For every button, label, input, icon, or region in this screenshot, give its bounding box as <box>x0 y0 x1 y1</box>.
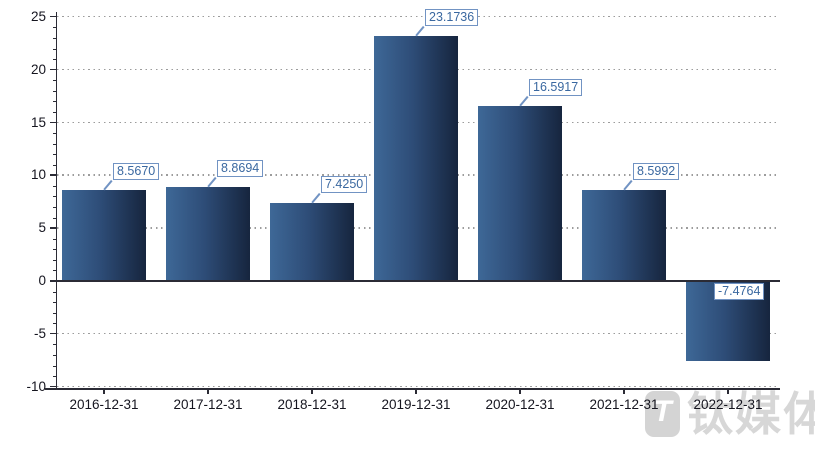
y-axis-line <box>55 12 57 388</box>
value-label: -7.4764 <box>714 283 765 300</box>
grid-line <box>57 15 780 18</box>
value-label: 7.4250 <box>321 175 368 193</box>
y-tick <box>50 227 57 229</box>
value-label: 16.5917 <box>529 78 583 96</box>
leader-line <box>415 26 425 37</box>
y-tick-label: 15 <box>30 114 46 130</box>
y-minor-tick <box>53 238 57 240</box>
y-minor-tick <box>53 133 57 135</box>
y-minor-tick <box>53 101 57 103</box>
watermark-text: 钛媒体 <box>687 388 815 440</box>
y-tick <box>50 15 57 18</box>
y-tick-label: -10 <box>26 378 46 394</box>
y-tick-label: -5 <box>33 325 46 341</box>
x-tick <box>103 388 105 394</box>
zero-axis-line <box>50 280 780 282</box>
x-tick-label: 2017-12-31 <box>173 397 243 412</box>
y-minor-tick <box>53 185 57 187</box>
y-tick <box>50 68 57 71</box>
y-minor-tick <box>53 217 57 219</box>
y-tick <box>50 280 57 282</box>
leader-line <box>623 180 633 191</box>
value-label: 8.5992 <box>633 163 680 181</box>
x-tick <box>519 388 521 394</box>
y-minor-tick <box>53 143 57 145</box>
y-tick-label: 5 <box>38 220 46 236</box>
x-tick <box>415 388 417 394</box>
x-tick-label: 2021-12-31 <box>589 397 659 412</box>
y-minor-tick <box>53 207 57 209</box>
y-minor-tick <box>53 48 57 50</box>
leader-line <box>519 95 529 106</box>
y-tick <box>50 385 57 388</box>
y-tick-label: 10 <box>30 167 46 183</box>
y-minor-tick <box>53 259 57 261</box>
y-minor-tick <box>53 312 57 314</box>
y-minor-tick <box>53 302 57 304</box>
grid-line <box>57 385 780 388</box>
x-tick <box>727 388 729 394</box>
x-tick-label: 2016-12-31 <box>69 397 139 412</box>
leader-line <box>207 177 217 188</box>
y-minor-tick <box>53 270 57 272</box>
x-tick-label: 2018-12-31 <box>277 397 347 412</box>
x-tick-label: 2019-12-31 <box>381 397 451 412</box>
bar <box>270 202 354 281</box>
x-tick-label: 2020-12-31 <box>485 397 555 412</box>
watermark: T 钛媒体 <box>645 391 815 437</box>
legend: 六、 净利润(亿元) <box>0 423 815 447</box>
y-minor-tick <box>53 291 57 293</box>
y-minor-tick <box>53 164 57 166</box>
x-tick <box>311 388 313 394</box>
y-minor-tick <box>53 90 57 92</box>
y-minor-tick <box>53 323 57 325</box>
y-minor-tick <box>53 27 57 29</box>
bar <box>62 190 146 281</box>
y-minor-tick <box>53 196 57 198</box>
y-minor-tick <box>53 59 57 61</box>
bar <box>374 36 458 281</box>
x-tick <box>623 388 625 394</box>
y-tick-label: 0 <box>38 273 46 288</box>
y-tick <box>50 332 57 335</box>
y-tick <box>50 174 57 176</box>
y-tick-label: 20 <box>30 61 46 77</box>
y-minor-tick <box>53 80 57 82</box>
y-minor-tick <box>53 38 57 40</box>
y-tick-label: 25 <box>30 8 46 24</box>
y-minor-tick <box>53 365 57 367</box>
x-tick-label: 2022-12-31 <box>693 397 763 412</box>
value-label: 23.1736 <box>425 9 479 27</box>
x-tick <box>207 388 209 394</box>
y-minor-tick <box>53 354 57 356</box>
y-minor-tick <box>53 111 57 113</box>
value-label: 8.8694 <box>217 160 264 178</box>
watermark-logo-icon: T <box>645 391 680 437</box>
watermark-logo-letter: T <box>653 395 672 428</box>
bar <box>166 187 250 281</box>
leader-line <box>103 180 113 191</box>
y-tick <box>50 121 57 124</box>
y-minor-tick <box>53 376 57 378</box>
y-minor-tick <box>53 154 57 156</box>
y-minor-tick <box>53 344 57 346</box>
grid-line <box>57 332 780 335</box>
x-axis-line <box>45 388 780 390</box>
bar <box>582 190 666 281</box>
y-minor-tick <box>53 249 57 251</box>
value-label: 8.5670 <box>113 163 160 181</box>
leader-line <box>311 192 321 203</box>
bar <box>478 105 562 281</box>
